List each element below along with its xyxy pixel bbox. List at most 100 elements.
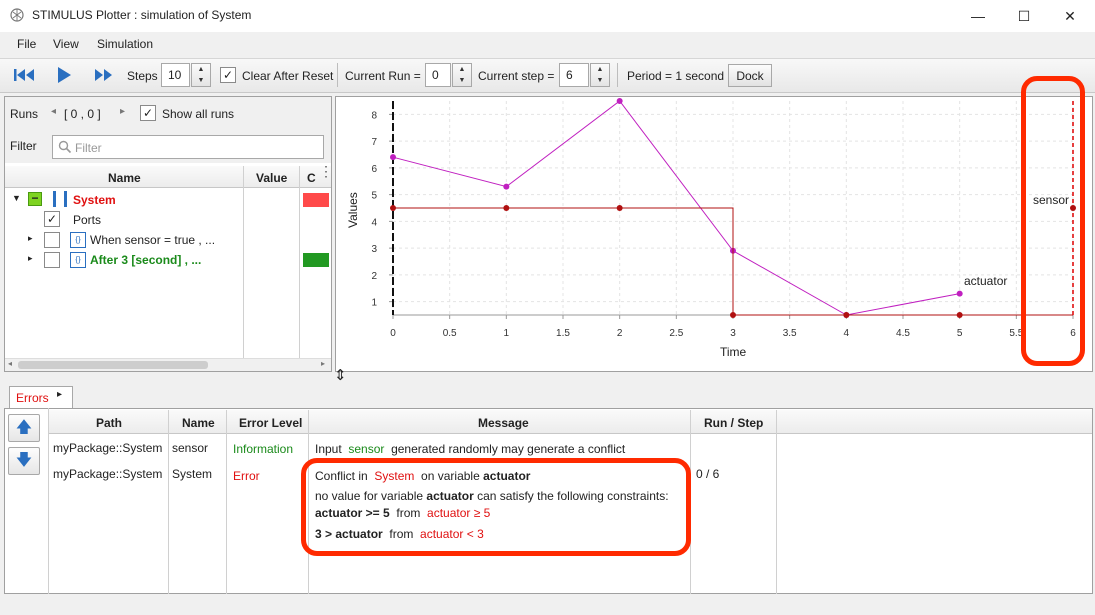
current-step-label: Current step = (478, 69, 555, 83)
signal-chart[interactable]: 0 0.5 1 1.5 2 2.5 3 3.5 4 4.5 5 5.5 6 1 2 3 4 5 6 7 8 (336, 97, 1092, 371)
y-tick-label: 3 (371, 244, 377, 255)
scroll-right-icon[interactable]: ▸ (321, 359, 326, 368)
y-tick-label: 4 (371, 217, 377, 228)
menu-file[interactable]: File (17, 37, 37, 51)
menu-bar (0, 32, 1095, 56)
y-tick-label: 8 (371, 110, 377, 121)
arrow-up-button[interactable]: 🡅 (8, 414, 40, 442)
current-run-input[interactable]: 0 (425, 63, 451, 87)
current-step-input[interactable]: 6 (559, 63, 589, 87)
current-step-stepper[interactable]: ▲ ▼ (590, 63, 610, 87)
status-bar-red (303, 193, 329, 207)
actuator-point (390, 154, 396, 161)
column-value-header[interactable]: Value (256, 171, 288, 185)
tree-header (5, 166, 331, 188)
actuator-line (392, 100, 960, 316)
arrow-down-button[interactable]: 🡇 (8, 447, 40, 475)
column-divider (243, 166, 244, 358)
minimize-button[interactable]: — (971, 8, 985, 24)
when-checkbox[interactable] (44, 232, 60, 248)
expand-icon[interactable]: ▼ (12, 193, 21, 203)
column-divider (299, 166, 300, 358)
filter-input[interactable] (52, 135, 324, 159)
row1-name: sensor (172, 441, 209, 455)
msg-var: actuator (483, 469, 531, 483)
msg-text: Conflict in (315, 469, 368, 483)
actuator-point (956, 290, 963, 297)
row1-path: myPackage::System (53, 441, 163, 455)
steps-label: Steps (127, 69, 158, 83)
scroll-left-icon[interactable]: ◂ (8, 359, 13, 368)
series-label-sensor: sensor (1033, 193, 1070, 207)
steps-stepper[interactable]: ▲ ▼ (191, 63, 211, 87)
tree-item-when[interactable]: When sensor = true , ... (90, 233, 216, 247)
x-tick-label: 2.5 (669, 328, 683, 339)
column-divider (48, 408, 49, 594)
window-title: STIMULUS Plotter : simulation of System (32, 8, 252, 22)
resize-cursor-icon: ⇕ (334, 367, 347, 384)
status-bar (0, 596, 1095, 615)
filter-placeholder: Filter (75, 141, 102, 155)
row2-message-line3: actuator >= 5 from actuator ≥ 5 (315, 506, 490, 520)
clear-after-reset-checkbox[interactable]: ✓ (220, 67, 236, 83)
maximize-button[interactable]: ☐ (1017, 7, 1031, 24)
tab-arrow-icon[interactable]: ▸ (57, 389, 63, 400)
steps-input[interactable]: 10 (161, 63, 190, 87)
column-level-header[interactable]: Error Level (239, 416, 303, 430)
tree-item-system[interactable]: System (73, 193, 116, 207)
msg-text: Input (315, 442, 342, 456)
column-divider (776, 410, 777, 594)
scrollbar-thumb[interactable] (18, 361, 208, 369)
sensor-point (616, 205, 623, 211)
tab-errors[interactable] (9, 386, 73, 408)
row2-name: System (172, 467, 213, 481)
column-name-header[interactable]: Name (182, 416, 215, 430)
msg-text: 3 > actuator (315, 527, 383, 541)
column-extra-header[interactable]: C (307, 171, 316, 185)
after-checkbox[interactable] (44, 252, 60, 268)
row2-message-line4: 3 > actuator from actuator < 3 (315, 527, 484, 541)
x-tick-label: 1.5 (556, 328, 570, 339)
current-run-stepper[interactable]: ▲ ▼ (452, 63, 472, 87)
collapse-toggle-icon[interactable]: − (28, 192, 42, 206)
panel-splitter[interactable] (0, 374, 1095, 384)
msg-var: sensor (348, 442, 385, 456)
period-label: Period = 1 second (627, 69, 725, 83)
row2-level: Error (233, 469, 260, 483)
ports-checkbox[interactable]: ✓ (44, 211, 60, 227)
column-run-step-header[interactable]: Run / Step (704, 416, 764, 430)
msg-text: on variable (421, 469, 480, 483)
expand-icon[interactable]: ▸ (28, 233, 33, 243)
rule-block-icon: {} (70, 252, 86, 268)
y-tick-label: 7 (371, 137, 377, 148)
system-block-icon (53, 191, 67, 207)
tree-item-after[interactable]: After 3 [second] , ... (90, 253, 202, 267)
msg-var: actuator (426, 489, 474, 503)
menu-view[interactable]: View (53, 37, 79, 51)
runs-label: Runs (10, 107, 39, 121)
dock-button[interactable]: Dock (728, 64, 772, 87)
toolbar-separator (617, 63, 618, 87)
play-icon[interactable] (55, 66, 73, 84)
column-path-header[interactable]: Path (96, 416, 123, 430)
fast-forward-icon[interactable] (93, 67, 115, 83)
next-run-arrow-icon[interactable]: ▸ (120, 106, 126, 117)
tree-item-ports[interactable]: Ports (73, 213, 102, 227)
column-menu-icon[interactable]: ⋮ (319, 163, 333, 179)
column-message-header[interactable]: Message (478, 416, 529, 430)
show-all-runs-checkbox[interactable]: ✓ (140, 105, 156, 121)
expand-icon[interactable]: ▸ (28, 253, 33, 263)
filter-label: Filter (10, 139, 37, 153)
rewind-icon[interactable] (13, 67, 37, 83)
sensor-point (843, 312, 850, 318)
column-divider (308, 410, 309, 594)
app-logo-icon (10, 8, 24, 22)
msg-var: actuator < 3 (420, 527, 484, 541)
close-button[interactable]: ✕ (1064, 7, 1076, 24)
prev-run-arrow-icon[interactable]: ◂ (51, 106, 57, 117)
column-name-header[interactable]: Name (108, 171, 141, 185)
chart-axes: 0 0.5 1 1.5 2 2.5 3 3.5 4 4.5 5 5.5 6 1 2 3 4 5 6 7 8 (371, 101, 1076, 339)
x-tick-label: 1 (504, 328, 510, 339)
x-tick-label: 4.5 (896, 328, 910, 339)
menu-simulation[interactable]: Simulation (97, 37, 154, 51)
